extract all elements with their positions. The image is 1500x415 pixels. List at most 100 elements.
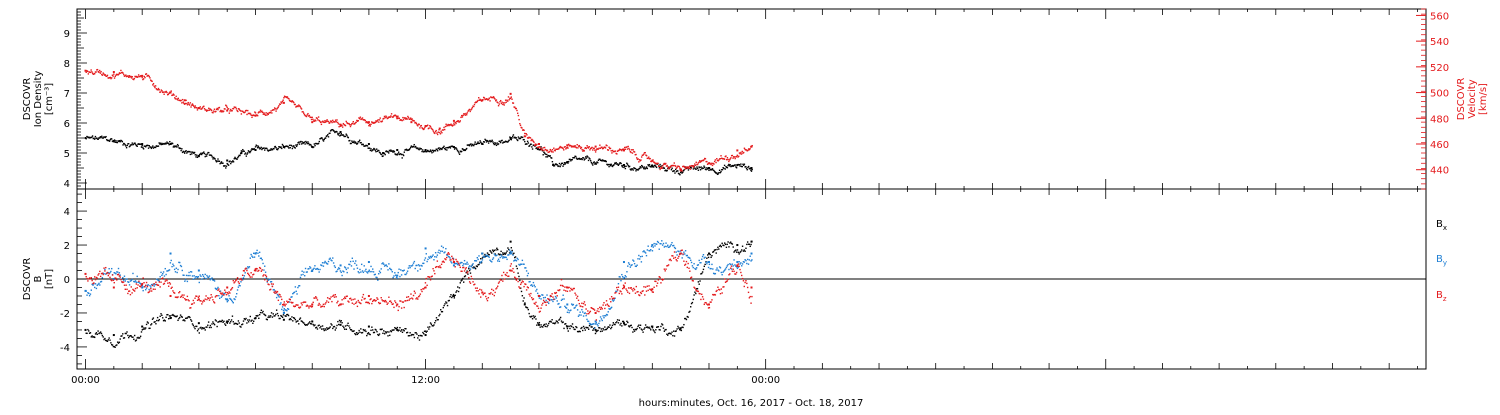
density-point xyxy=(280,146,282,148)
by-point xyxy=(667,246,670,249)
bx-point xyxy=(179,314,182,316)
by-point xyxy=(355,260,357,262)
by-point xyxy=(227,299,229,302)
by-point xyxy=(367,270,370,273)
bx-point xyxy=(687,316,689,318)
density-point xyxy=(134,142,136,144)
bz-point xyxy=(277,299,280,302)
bz-anchor-point xyxy=(254,269,257,272)
density-point xyxy=(395,153,397,156)
density-point xyxy=(636,168,639,171)
by-point xyxy=(142,289,144,292)
velocity-point xyxy=(585,146,587,149)
velocity-point xyxy=(732,157,734,159)
density-point xyxy=(137,143,139,145)
bz-point xyxy=(536,305,538,307)
bz-point xyxy=(469,282,472,284)
bz-point xyxy=(372,299,375,302)
density-point xyxy=(706,167,708,169)
by-point xyxy=(549,295,552,298)
by-point xyxy=(185,274,188,277)
by-point xyxy=(593,323,595,325)
by-point xyxy=(201,273,204,276)
by-point xyxy=(601,319,603,322)
bz-point xyxy=(626,289,628,292)
density-point xyxy=(424,150,426,153)
velocity-point xyxy=(313,120,316,122)
bx-point xyxy=(707,256,710,259)
bz-point xyxy=(451,255,453,258)
bz-point xyxy=(394,301,397,304)
velocity-point xyxy=(417,123,420,125)
bx-point xyxy=(528,312,530,315)
bx-point xyxy=(302,321,304,324)
density-point xyxy=(724,168,726,170)
velocity-point xyxy=(234,106,237,109)
by-point xyxy=(305,271,308,273)
by-point xyxy=(196,276,199,279)
bz-point xyxy=(269,289,271,291)
by-point xyxy=(192,278,195,280)
bx-point xyxy=(619,324,621,326)
by-point xyxy=(559,306,561,309)
by-point xyxy=(446,254,449,256)
density-point xyxy=(187,150,189,153)
by-point xyxy=(726,265,728,267)
bx-point xyxy=(586,327,588,329)
density-point xyxy=(135,143,137,146)
velocity-point xyxy=(722,158,724,160)
by-point xyxy=(520,263,523,265)
bz-point xyxy=(180,295,183,298)
density-point xyxy=(730,165,733,167)
bx-point xyxy=(539,326,541,328)
by-point xyxy=(353,268,355,270)
velocity-point xyxy=(610,150,612,152)
density-point xyxy=(575,155,577,158)
bx-point xyxy=(399,326,401,329)
density-point xyxy=(371,150,373,152)
density-point xyxy=(529,145,531,147)
by-point xyxy=(137,281,139,284)
density-point xyxy=(729,164,731,166)
density-point xyxy=(490,140,493,143)
velocity-point xyxy=(259,109,262,111)
bz-point xyxy=(444,258,446,260)
bz-point xyxy=(400,307,403,309)
bx-point xyxy=(247,321,250,323)
density-point xyxy=(126,144,128,147)
by-point xyxy=(213,279,215,281)
velocity-point xyxy=(181,102,183,104)
bz-point xyxy=(114,277,116,279)
by-point xyxy=(574,306,576,309)
density-point xyxy=(605,160,607,163)
velocity-point xyxy=(191,103,194,105)
velocity-point xyxy=(277,106,279,108)
density-anchor-point xyxy=(552,164,555,166)
density-point xyxy=(599,158,601,160)
bx-point xyxy=(602,327,604,330)
velocity-point xyxy=(354,123,356,125)
bz-point xyxy=(326,297,329,299)
density-point xyxy=(682,170,685,172)
bz-point xyxy=(454,266,456,268)
density-point xyxy=(745,165,747,168)
bx-point xyxy=(346,324,348,327)
density-point xyxy=(473,143,476,145)
density-point xyxy=(558,165,560,167)
by-point xyxy=(147,284,149,286)
by-point xyxy=(694,267,696,270)
by-point xyxy=(261,259,263,261)
density-point xyxy=(327,136,330,138)
velocity-point xyxy=(325,120,328,122)
bz-point xyxy=(583,301,586,303)
bz-point xyxy=(416,297,418,299)
bx-point xyxy=(282,314,285,316)
density-point xyxy=(547,154,549,157)
velocity-point xyxy=(380,120,382,123)
density-point xyxy=(237,156,239,159)
bz-point xyxy=(470,275,473,278)
by-point xyxy=(348,263,350,266)
by-point xyxy=(228,295,230,297)
by-point xyxy=(447,255,450,258)
bx-point xyxy=(570,325,573,328)
